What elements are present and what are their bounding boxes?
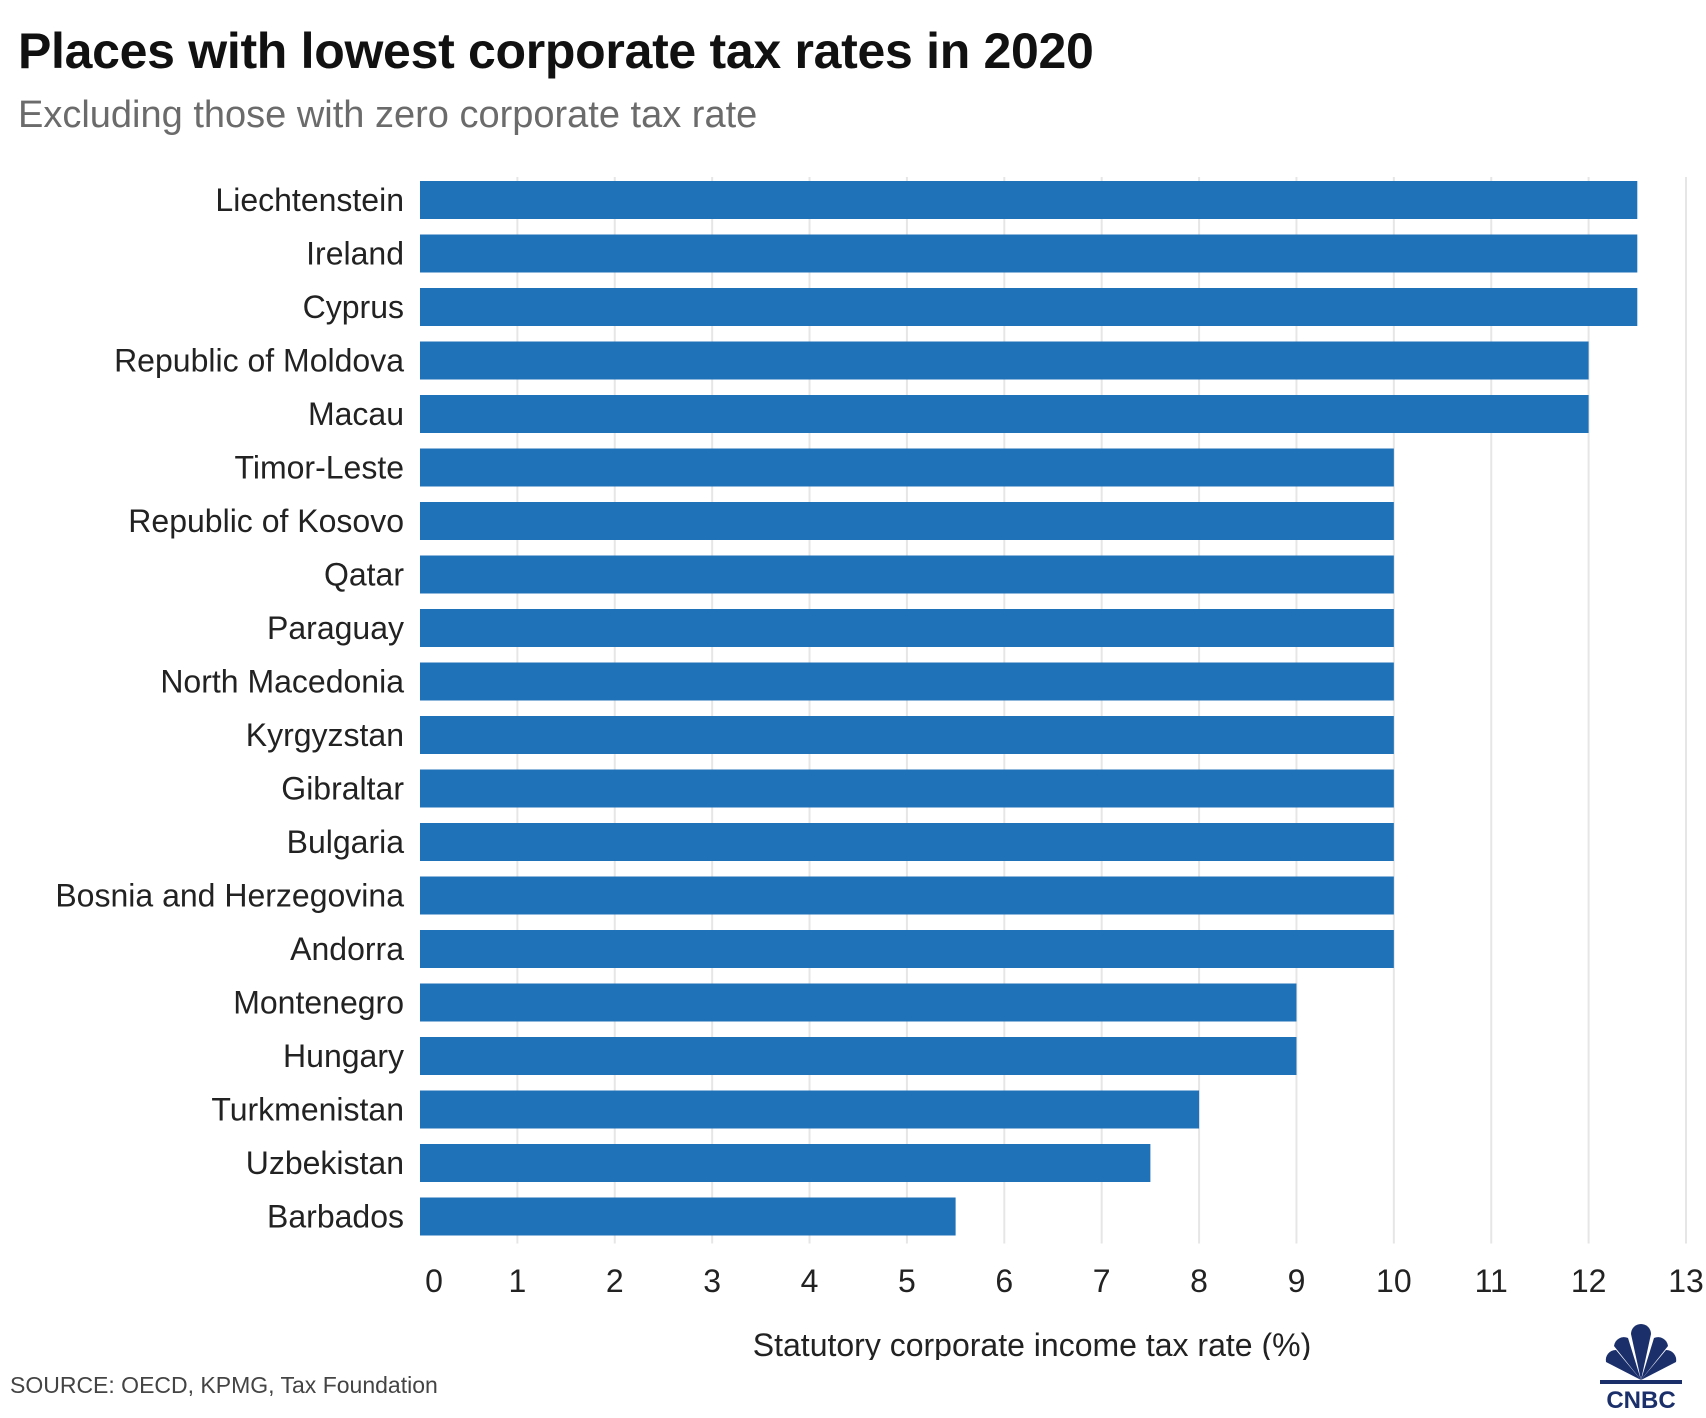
bar (420, 502, 1394, 540)
category-label: Paraguay (267, 610, 404, 646)
bar (420, 1037, 1297, 1075)
category-label: Andorra (290, 931, 404, 967)
bar (420, 716, 1394, 754)
chart-title: Places with lowest corporate tax rates i… (18, 23, 1094, 79)
category-label: Montenegro (233, 985, 404, 1021)
bar (420, 823, 1394, 861)
category-label: Kyrgyzstan (246, 717, 404, 753)
category-label: Cyprus (303, 289, 404, 325)
bar (420, 983, 1297, 1022)
category-label: Barbados (267, 1199, 404, 1235)
gridlines (516, 177, 1687, 1244)
bars (420, 181, 1638, 1236)
bar (420, 1144, 1151, 1182)
x-tick-label: 2 (606, 1263, 624, 1299)
x-tick-label: 1 (508, 1263, 526, 1299)
bar (420, 1197, 956, 1236)
category-label: North Macedonia (160, 664, 404, 700)
x-tick-label: 9 (1288, 1263, 1306, 1299)
bar (420, 876, 1394, 915)
category-label: Hungary (283, 1038, 404, 1074)
category-label: Republic of Moldova (114, 343, 404, 379)
category-labels: Liechtenstein Ireland Cyprus Republic of Mo… (55, 182, 404, 1235)
bar (420, 448, 1394, 487)
x-tick-label: 11 (1475, 1263, 1508, 1299)
category-label: Turkmenistan (211, 1092, 404, 1128)
category-label: Qatar (324, 557, 404, 593)
x-tick-label: 8 (1190, 1263, 1208, 1299)
bar-chart: Liechtenstein Ireland Cyprus Republic of Mo… (55, 177, 1704, 1360)
category-label: Timor-Leste (234, 450, 404, 486)
category-label: Gibraltar (281, 771, 404, 807)
logo-text: CNBC (1606, 1387, 1675, 1414)
category-label: Liechtenstein (215, 182, 404, 218)
category-label: Ireland (306, 236, 404, 272)
bar (420, 930, 1394, 968)
x-tick-label: 3 (703, 1263, 721, 1299)
peacock-icon (1600, 1324, 1682, 1384)
bar (420, 609, 1394, 647)
category-label: Bosnia and Herzegovina (55, 878, 404, 914)
category-label: Bulgaria (287, 824, 405, 860)
cnbc-logo: CNBC (1600, 1324, 1682, 1414)
bar (420, 288, 1638, 326)
x-tick-label: 7 (1093, 1263, 1111, 1299)
chart-subtitle: Excluding those with zero corporate tax … (18, 94, 758, 136)
bar (420, 234, 1638, 273)
x-tick-label: 4 (801, 1263, 819, 1299)
x-tick-label: 13 (1668, 1263, 1704, 1299)
x-tick-label: 10 (1376, 1263, 1412, 1299)
x-tick-labels: 0 1 2 3 4 5 6 7 8 9 10 11 12 13 (425, 1263, 1704, 1299)
bar (420, 555, 1394, 594)
category-label: Uzbekistan (246, 1145, 404, 1181)
bar (420, 769, 1394, 808)
x-tick-label: 6 (995, 1263, 1013, 1299)
bar (420, 341, 1589, 380)
x-tick-label: 12 (1571, 1263, 1607, 1299)
bar (420, 662, 1394, 701)
bar (420, 395, 1589, 433)
x-tick-label: 5 (898, 1263, 916, 1299)
bar (420, 1090, 1200, 1129)
category-label: Macau (308, 396, 404, 432)
x-tick-label: 0 (425, 1263, 443, 1299)
source-note: SOURCE: OECD, KPMG, Tax Foundation (10, 1372, 438, 1398)
category-label: Republic of Kosovo (128, 503, 404, 539)
bar (420, 181, 1638, 219)
x-axis-label: Statutory corporate income tax rate (%) (753, 1327, 1311, 1360)
